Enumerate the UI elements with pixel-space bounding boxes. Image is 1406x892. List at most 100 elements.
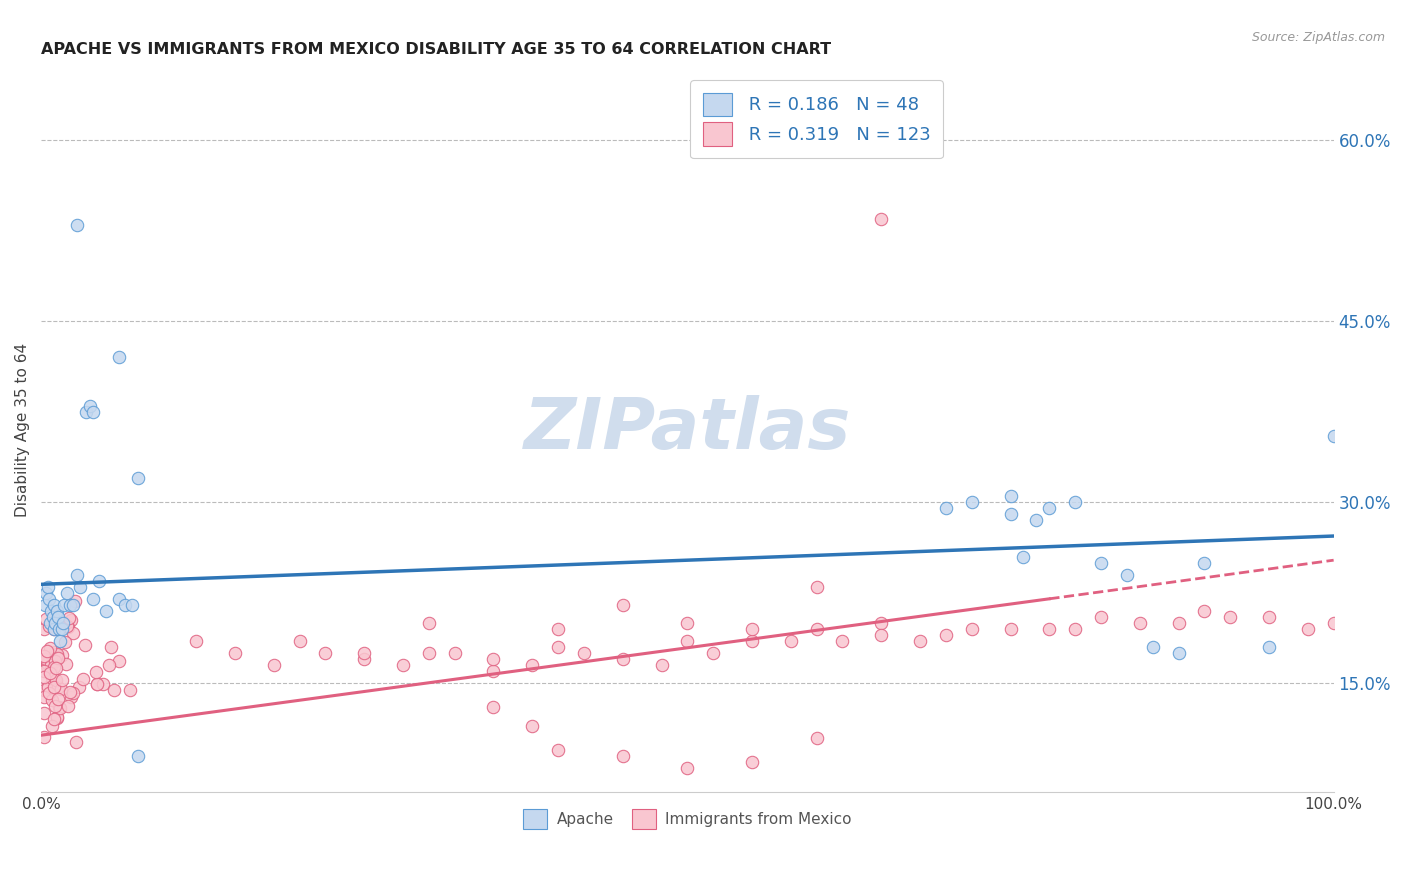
- Point: [1219, 610, 1241, 624]
- Point: [37, 681, 59, 695]
- Point: [42, 660, 65, 674]
- Point: [97, 658, 120, 673]
- Point: [45, 661, 67, 675]
- Point: [41, 693, 63, 707]
- Point: [32, 682, 55, 697]
- Point: [42, 610, 65, 624]
- Point: [79, 399, 101, 413]
- Point: [1115, 567, 1137, 582]
- Point: [45, 648, 67, 662]
- Point: [62, 626, 84, 640]
- Point: [443, 646, 465, 660]
- Point: [39, 615, 62, 630]
- Point: [522, 718, 544, 732]
- Point: [35, 612, 58, 626]
- Point: [1167, 615, 1189, 630]
- Point: [51, 622, 73, 636]
- Point: [107, 351, 129, 365]
- Point: [56, 620, 79, 634]
- Point: [121, 598, 143, 612]
- Point: [39, 657, 62, 672]
- Point: [107, 591, 129, 606]
- Point: [46, 610, 69, 624]
- Point: [38, 686, 60, 700]
- Point: [960, 495, 983, 509]
- Point: [53, 598, 76, 612]
- Point: [75, 405, 97, 419]
- Point: [32, 731, 55, 745]
- Point: [35, 586, 58, 600]
- Point: [67, 680, 90, 694]
- Text: Source: ZipAtlas.com: Source: ZipAtlas.com: [1251, 31, 1385, 45]
- Point: [89, 574, 111, 588]
- Legend: Apache, Immigrants from Mexico: Apache, Immigrants from Mexico: [516, 803, 858, 835]
- Point: [44, 645, 66, 659]
- Point: [1090, 556, 1112, 570]
- Point: [908, 634, 931, 648]
- Point: [1323, 615, 1346, 630]
- Point: [42, 598, 65, 612]
- Point: [741, 755, 763, 769]
- Text: APACHE VS IMMIGRANTS FROM MEXICO DISABILITY AGE 35 TO 64 CORRELATION CHART: APACHE VS IMMIGRANTS FROM MEXICO DISABIL…: [41, 42, 831, 57]
- Point: [32, 622, 55, 636]
- Point: [263, 658, 285, 673]
- Point: [418, 615, 440, 630]
- Point: [806, 580, 828, 594]
- Point: [831, 634, 853, 648]
- Point: [127, 748, 149, 763]
- Point: [38, 665, 60, 680]
- Point: [46, 710, 69, 724]
- Point: [960, 622, 983, 636]
- Point: [702, 646, 724, 660]
- Point: [32, 706, 55, 720]
- Point: [66, 218, 89, 232]
- Point: [93, 677, 115, 691]
- Point: [1129, 615, 1152, 630]
- Point: [42, 622, 65, 636]
- Point: [53, 634, 76, 648]
- Point: [59, 690, 82, 704]
- Point: [935, 628, 957, 642]
- Point: [353, 646, 375, 660]
- Point: [108, 654, 131, 668]
- Point: [41, 666, 63, 681]
- Point: [1064, 622, 1087, 636]
- Point: [45, 673, 67, 687]
- Point: [1064, 495, 1087, 509]
- Point: [45, 648, 67, 662]
- Point: [1090, 610, 1112, 624]
- Point: [1296, 622, 1319, 636]
- Point: [32, 648, 55, 663]
- Point: [522, 658, 544, 673]
- Point: [32, 669, 55, 683]
- Point: [935, 501, 957, 516]
- Point: [870, 211, 893, 226]
- Point: [572, 646, 595, 660]
- Point: [48, 681, 70, 695]
- Point: [127, 471, 149, 485]
- Point: [94, 604, 117, 618]
- Point: [46, 651, 69, 665]
- Point: [37, 657, 59, 671]
- Point: [58, 611, 80, 625]
- Point: [392, 658, 415, 673]
- Point: [1038, 501, 1060, 516]
- Point: [41, 719, 63, 733]
- Point: [418, 646, 440, 660]
- Point: [38, 640, 60, 655]
- Point: [46, 711, 69, 725]
- Point: [741, 634, 763, 648]
- Point: [1194, 556, 1216, 570]
- Point: [52, 615, 75, 630]
- Point: [56, 618, 79, 632]
- Point: [1142, 640, 1164, 654]
- Point: [482, 652, 505, 666]
- Point: [1323, 429, 1346, 443]
- Point: [49, 634, 72, 648]
- Point: [100, 640, 122, 654]
- Point: [353, 652, 375, 666]
- Text: ZIPatlas: ZIPatlas: [523, 395, 851, 465]
- Point: [58, 598, 80, 612]
- Point: [870, 615, 893, 630]
- Point: [35, 651, 58, 665]
